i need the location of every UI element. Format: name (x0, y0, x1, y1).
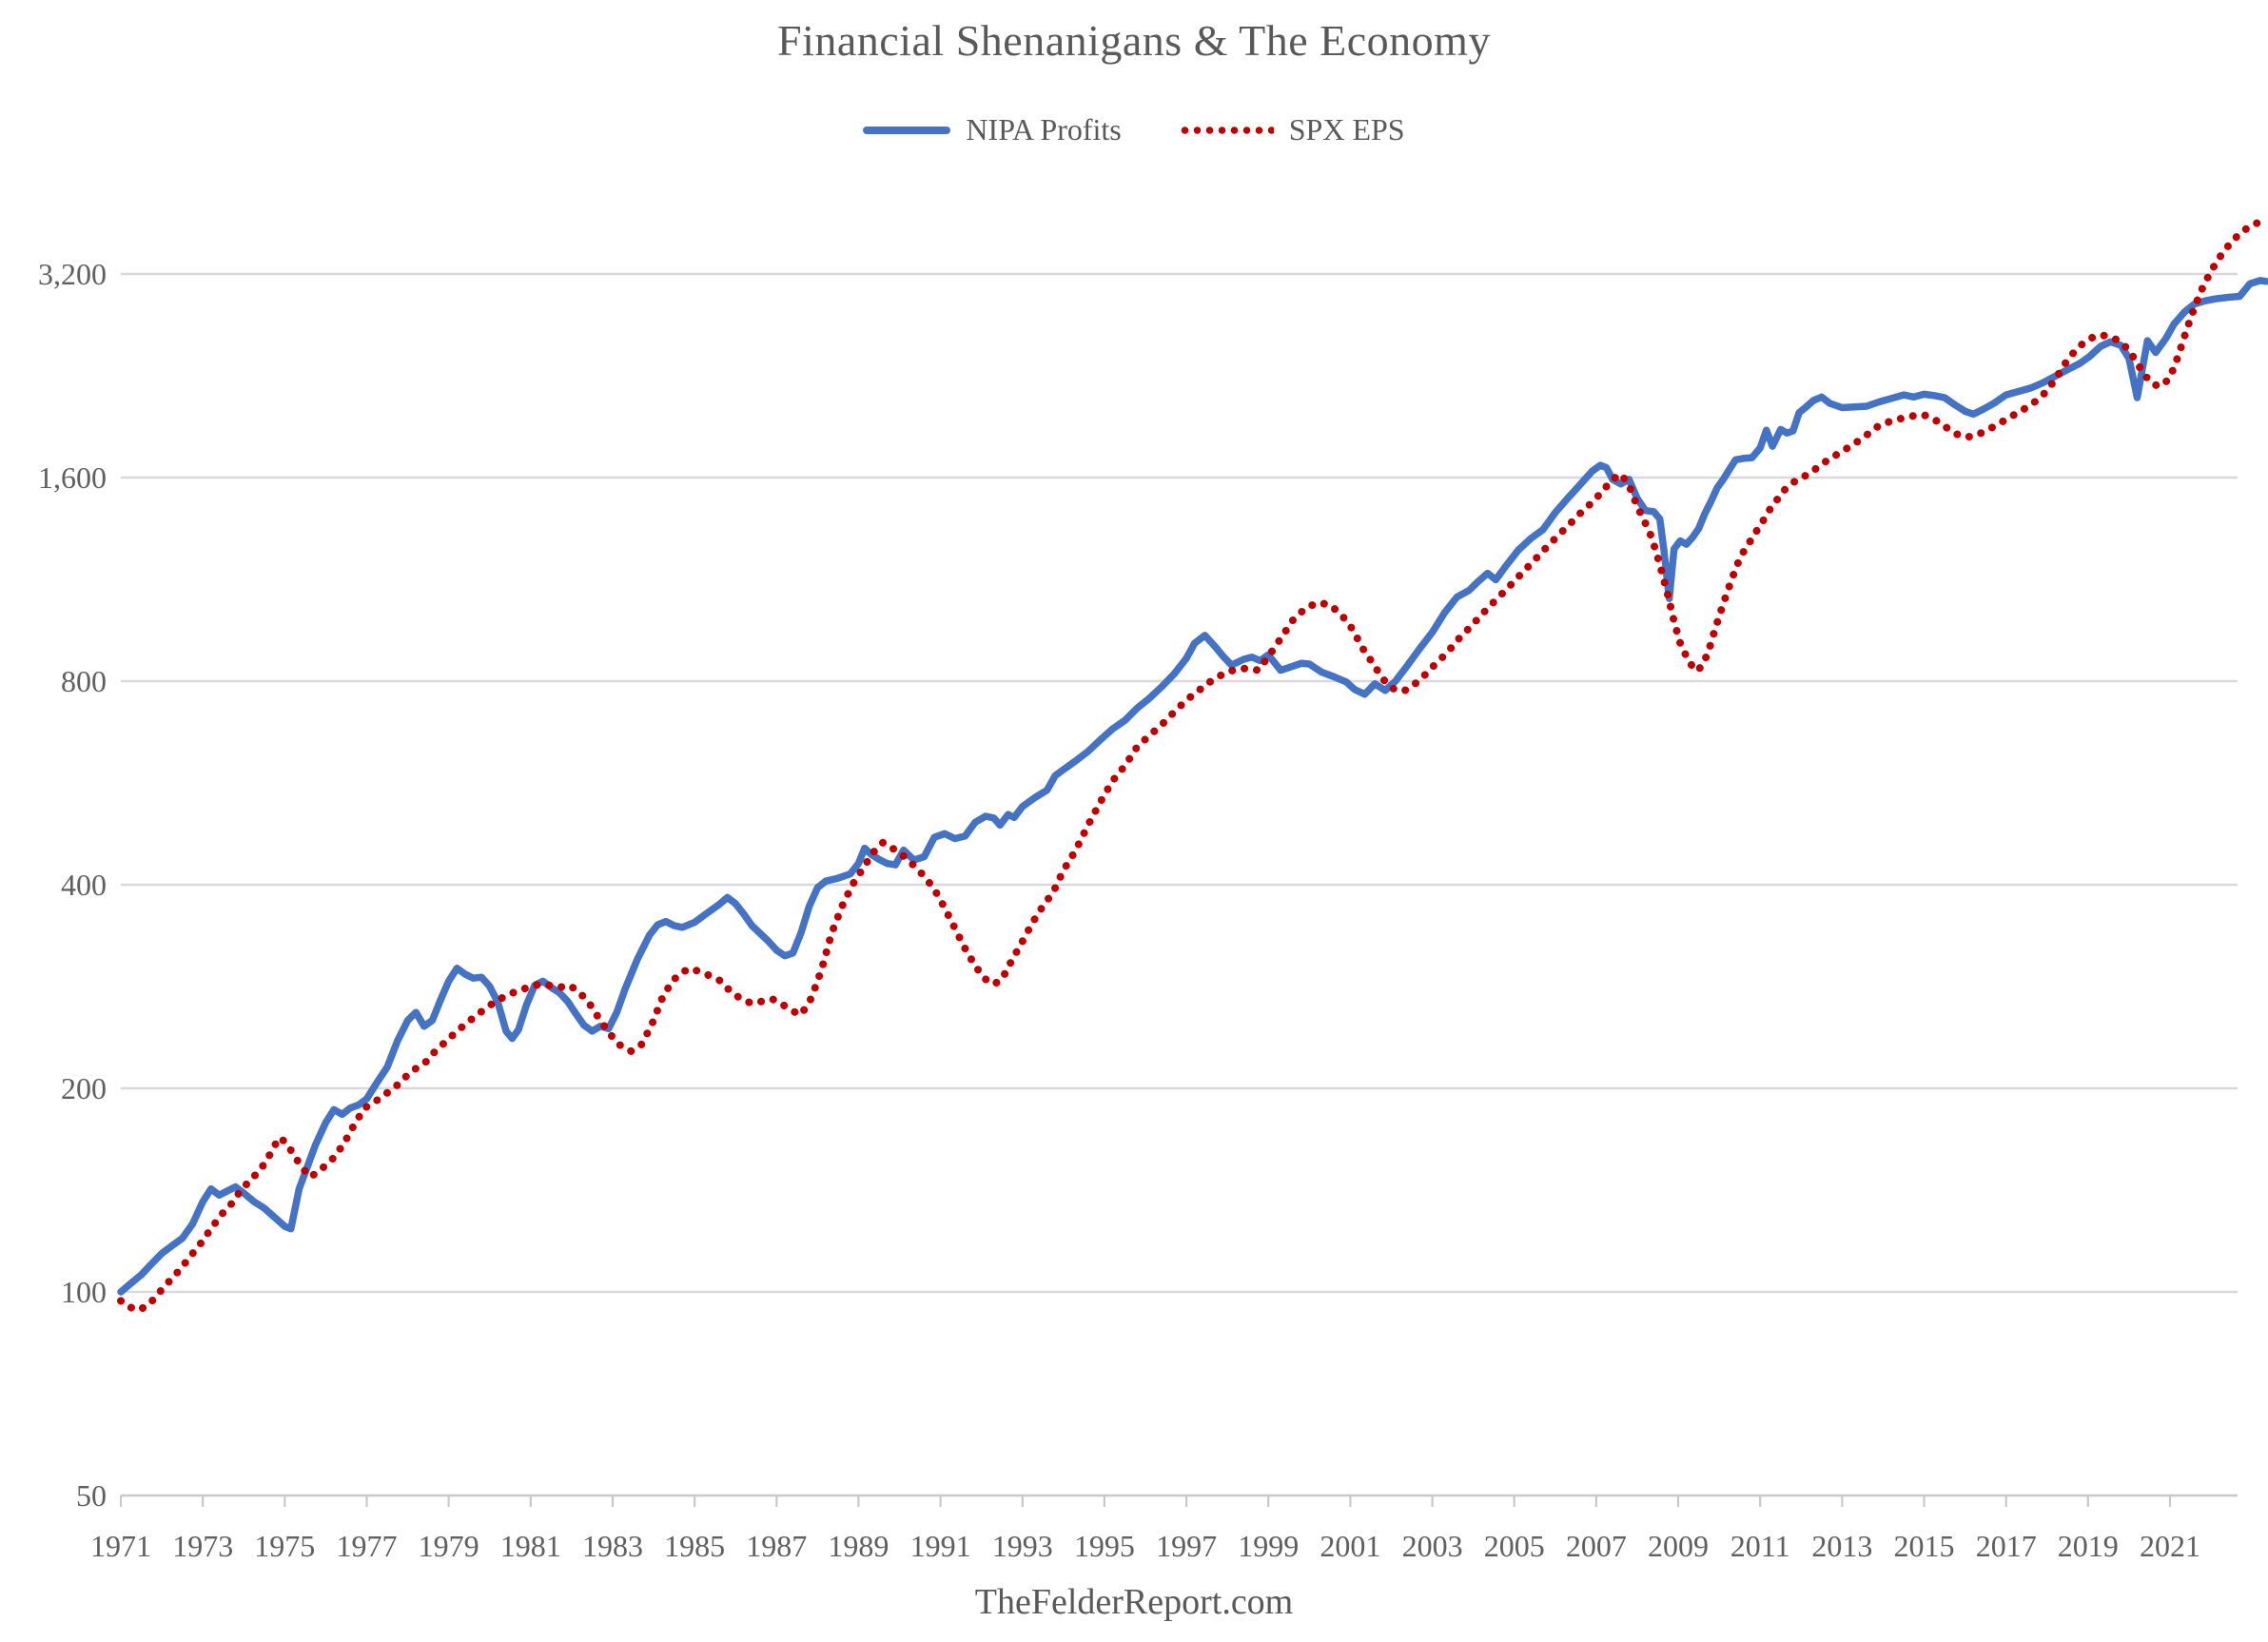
x-axis-label-2019: 2019 (2058, 1529, 2119, 1563)
x-axis-label-2013: 2013 (1811, 1529, 1872, 1563)
y-axis-label-1600: 1,600 (38, 460, 107, 495)
x-axis-label-1999: 1999 (1238, 1529, 1299, 1563)
x-axis-label-2005: 2005 (1484, 1529, 1545, 1563)
x-axis-label-2015: 2015 (1894, 1529, 1955, 1563)
y-axis-label-800: 800 (61, 664, 107, 698)
x-axis-label-1973: 1973 (172, 1529, 233, 1563)
x-axis-label-2001: 2001 (1320, 1529, 1380, 1563)
x-axis-label-1985: 1985 (664, 1529, 725, 1563)
x-axis-label-1977: 1977 (337, 1529, 398, 1563)
x-axis-label-2021: 2021 (2140, 1529, 2200, 1563)
y-axis-label-50: 50 (76, 1478, 107, 1513)
x-axis-label-2011: 2011 (1730, 1529, 1790, 1563)
x-axis-label-1975: 1975 (254, 1529, 315, 1563)
x-axis-label-1995: 1995 (1074, 1529, 1135, 1563)
x-axis-label-2007: 2007 (1566, 1529, 1627, 1563)
x-axis-label-1989: 1989 (828, 1529, 889, 1563)
y-axis-label-100: 100 (61, 1275, 107, 1309)
page-title: Financial Shenanigans & The Economy (777, 16, 1491, 65)
x-axis-label-1993: 1993 (992, 1529, 1053, 1563)
series-nipa-profits (117, 277, 2268, 1296)
legend-item-spx-eps: SPX EPS (1178, 112, 1405, 147)
legend: NIPA Profits SPX EPS (0, 112, 2268, 147)
x-axis-label-1987: 1987 (746, 1529, 807, 1563)
footer-watermark: TheFelderReport.com (974, 1582, 1294, 1622)
nipa-line-swatch-icon (863, 126, 951, 134)
x-axis-label-1983: 1983 (582, 1529, 643, 1563)
legend-label-spx-eps: SPX EPS (1288, 112, 1405, 147)
x-axis-label-2003: 2003 (1402, 1529, 1463, 1563)
legend-label-nipa-profits: NIPA Profits (966, 112, 1122, 147)
x-axis-label-1991: 1991 (910, 1529, 971, 1563)
series-spx-eps (117, 219, 2268, 1315)
x-axis-label-1971: 1971 (90, 1529, 151, 1563)
y-axis-label-3200: 3,200 (38, 257, 107, 291)
x-axis-label-2009: 2009 (1648, 1529, 1709, 1563)
x-axis-label-1981: 1981 (500, 1529, 561, 1563)
y-axis-label-200: 200 (61, 1071, 107, 1105)
x-axis-label-2017: 2017 (1976, 1529, 2037, 1563)
x-axis-label-1979: 1979 (419, 1529, 479, 1563)
x-axis-label-1997: 1997 (1156, 1529, 1217, 1563)
spx-dotted-swatch-icon (1178, 125, 1274, 135)
legend-item-nipa-profits: NIPA Profits (863, 112, 1122, 147)
y-axis-label-400: 400 (61, 868, 107, 902)
